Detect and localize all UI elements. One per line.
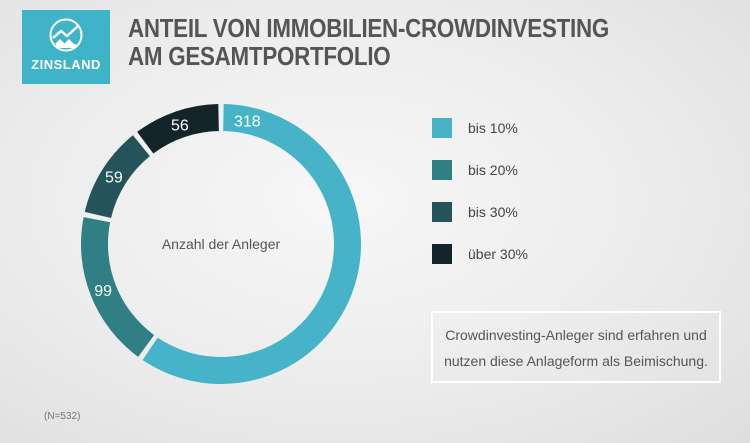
legend-swatch: [432, 160, 452, 180]
sample-size: (N=532): [44, 411, 81, 422]
slice-value-label: 99: [94, 283, 112, 300]
donut-slice-2: [84, 135, 150, 219]
legend-item: bis 30%: [432, 202, 528, 222]
note-box: Crowdinvesting-Anleger sind erfahren und…: [431, 311, 721, 383]
brand-name: ZINSLAND: [31, 57, 101, 72]
house-chart-icon: [49, 18, 83, 52]
legend-label: über 30%: [468, 246, 528, 262]
zinsland-logo: ZINSLAND: [22, 10, 110, 84]
slice-value-label: 318: [234, 113, 261, 130]
donut-center-label: Anzahl der Anleger: [162, 236, 281, 252]
donut-slice-0: [142, 104, 362, 385]
legend-item: bis 10%: [432, 118, 528, 138]
slice-value-label: 56: [171, 117, 189, 134]
legend-label: bis 20%: [468, 162, 518, 178]
title-line-2: AM GESAMTPORTFOLIO: [128, 41, 391, 71]
legend-label: bis 30%: [468, 204, 518, 220]
slice-value-label: 59: [105, 170, 123, 187]
legend-swatch: [432, 118, 452, 138]
legend-item: über 30%: [432, 244, 528, 264]
legend-swatch: [432, 202, 452, 222]
legend-swatch: [432, 244, 452, 264]
chart-legend: bis 10% bis 20% bis 30% über 30%: [432, 118, 528, 286]
legend-label: bis 10%: [468, 120, 518, 136]
chart-title: ANTEIL VON IMMOBILIEN-CROWDINVESTING AM …: [128, 14, 609, 70]
title-line-1: ANTEIL VON IMMOBILIEN-CROWDINVESTING: [128, 13, 609, 43]
note-line-1: Crowdinvesting-Anleger sind erfahren und: [445, 327, 707, 343]
donut-slice-1: [80, 217, 155, 357]
donut-slice-3: [137, 104, 219, 154]
legend-item: bis 20%: [432, 160, 528, 180]
note-line-2: nutzen diese Anlageform als Beimischung.: [444, 353, 708, 369]
